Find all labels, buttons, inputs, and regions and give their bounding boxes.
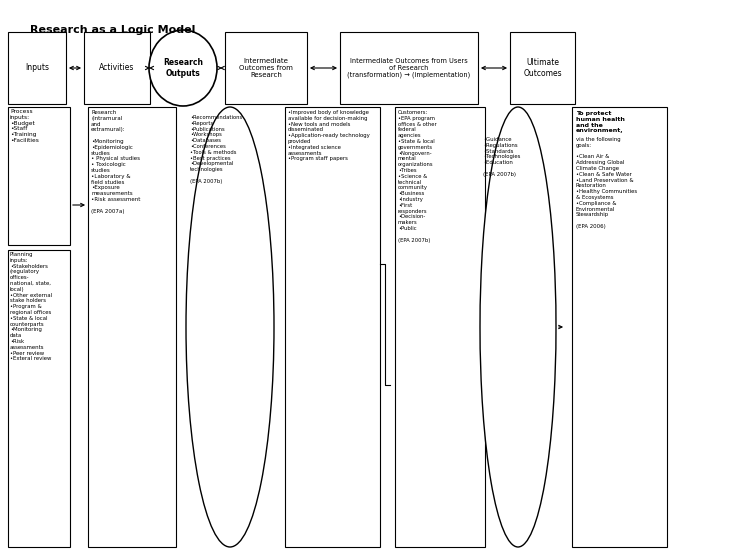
Text: •Recommendations
•Reports
•Publications
•Workshops
•Databases
•Conferences
•Tool: •Recommendations •Reports •Publications … bbox=[190, 115, 242, 184]
FancyBboxPatch shape bbox=[8, 250, 70, 547]
Text: •Guidance
•Regulations
•Standards
•Technologies
•Education

(EPA 2007b): •Guidance •Regulations •Standards •Techn… bbox=[483, 137, 520, 177]
Ellipse shape bbox=[480, 107, 556, 547]
Text: Intermediate Outcomes from Users
of Research
(transformation) → (implementation): Intermediate Outcomes from Users of Rese… bbox=[347, 58, 471, 78]
FancyBboxPatch shape bbox=[88, 107, 176, 547]
Text: Research as a Logic Model: Research as a Logic Model bbox=[30, 25, 196, 35]
FancyBboxPatch shape bbox=[340, 32, 478, 104]
Text: Activities: Activities bbox=[99, 63, 135, 73]
Text: Intermediate
Outcomes from
Research: Intermediate Outcomes from Research bbox=[239, 58, 293, 78]
Text: Customers:
•EPA program
offices & other
federal
agencies
•State & local
governme: Customers: •EPA program offices & other … bbox=[398, 110, 437, 243]
Text: Process
inputs:
•Budget
•Staff
•Training
•Facilities: Process inputs: •Budget •Staff •Training… bbox=[10, 109, 39, 143]
FancyBboxPatch shape bbox=[84, 32, 150, 104]
Text: Research
Outputs: Research Outputs bbox=[163, 58, 203, 78]
Text: •Improved body of knowledge
available for decision-making
•New tools and models
: •Improved body of knowledge available fo… bbox=[288, 110, 369, 162]
Text: To protect
human health
and the
environment,: To protect human health and the environm… bbox=[576, 111, 625, 133]
Text: via the following
goals:

•Clean Air &
Addressing Global
Climate Change
•Clean &: via the following goals: •Clean Air & Ad… bbox=[576, 137, 637, 229]
Text: Ultimate
Outcomes: Ultimate Outcomes bbox=[523, 58, 561, 78]
Ellipse shape bbox=[186, 107, 274, 547]
FancyBboxPatch shape bbox=[572, 107, 667, 547]
FancyBboxPatch shape bbox=[510, 32, 575, 104]
Text: Research
(intramural
and
extramural):

•Monitoring
•Epidemiologic
studies
• Phys: Research (intramural and extramural): •M… bbox=[91, 110, 141, 214]
FancyBboxPatch shape bbox=[285, 107, 380, 547]
FancyBboxPatch shape bbox=[8, 107, 70, 245]
Text: Inputs: Inputs bbox=[25, 63, 49, 73]
Ellipse shape bbox=[149, 30, 217, 106]
FancyBboxPatch shape bbox=[225, 32, 307, 104]
Text: Planning
inputs:
•Stakeholders
(regulatory
offices-
national, state,
local)
•Oth: Planning inputs: •Stakeholders (regulato… bbox=[10, 252, 52, 361]
FancyBboxPatch shape bbox=[395, 107, 485, 547]
FancyBboxPatch shape bbox=[8, 32, 66, 104]
